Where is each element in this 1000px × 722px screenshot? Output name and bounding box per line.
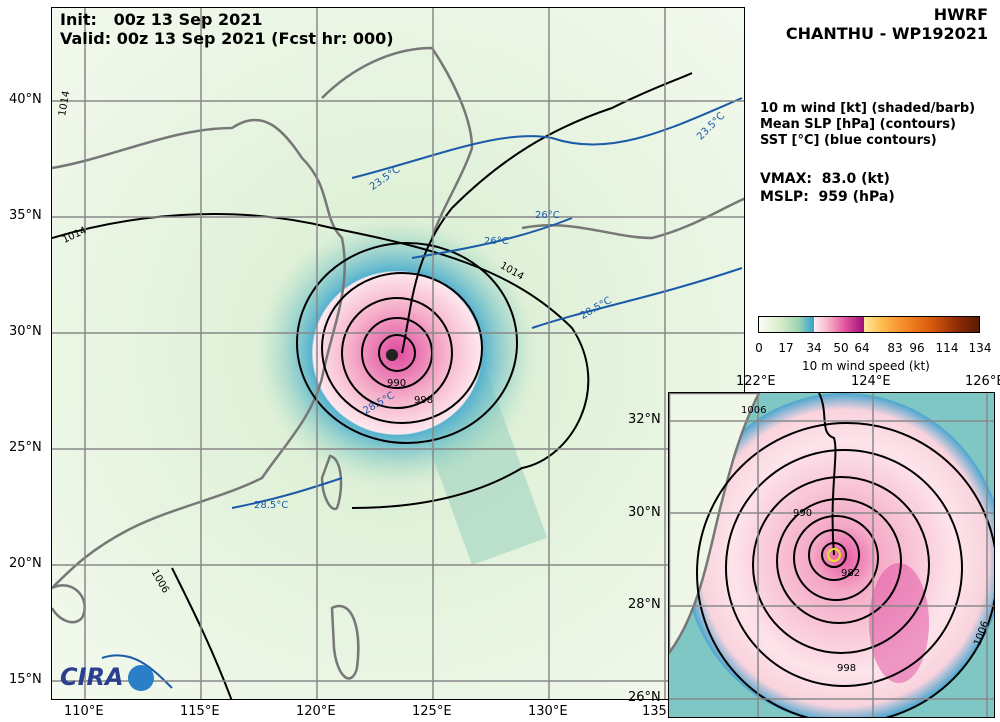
- inset-lat-tick: 32°N: [628, 412, 661, 427]
- storm-eye: [827, 548, 841, 562]
- colorbar-tick: 0: [755, 341, 763, 355]
- model-title: HWRF: [933, 5, 988, 24]
- inset-contour-label: 982: [841, 568, 861, 579]
- lon-tick: 110°E: [64, 704, 104, 719]
- lat-tick: 25°N: [9, 440, 42, 455]
- slp-contours: [52, 72, 693, 699]
- colorbar-label: 10 m wind speed (kt): [802, 359, 930, 373]
- storm-stats: VMAX: 83.0 (kt) MSLP: 959 (hPa): [760, 170, 895, 206]
- sst-label: 28.5°C: [254, 500, 289, 511]
- inset-lat-tick: 30°N: [628, 505, 661, 520]
- cira-logo: CIRA: [60, 663, 154, 691]
- legend-slp: Mean SLP [hPa] (contours): [760, 117, 956, 132]
- init-time: Init: 00z 13 Sep 2021: [60, 10, 263, 29]
- valid-time: Valid: 00z 13 Sep 2021 (Fcst hr: 000): [60, 29, 394, 48]
- graticule: [52, 8, 744, 699]
- field-legend: 10 m wind [kt] (shaded/barb) Mean SLP [h…: [760, 101, 975, 149]
- storm-title: CHANTHU - WP192021: [785, 24, 988, 43]
- colorbar-tick: 134: [968, 341, 992, 355]
- lat-tick: 15°N: [9, 672, 42, 687]
- inset-lon-tick: 124°E: [851, 374, 891, 389]
- legend-wind: 10 m wind [kt] (shaded/barb): [760, 101, 976, 116]
- colorbar-tick: 34: [806, 341, 822, 355]
- inset-contour-label: 998: [837, 663, 857, 674]
- sst-contours: [101, 97, 743, 689]
- inset-graticule: [669, 393, 994, 717]
- inset-contour-label: 990: [793, 508, 813, 519]
- sst-label: 26°C: [484, 236, 509, 247]
- colorbar-tick: 83: [887, 341, 903, 355]
- lon-tick: 130°E: [528, 704, 568, 719]
- lon-tick: 115°E: [180, 704, 220, 719]
- colorbar-tick: 96: [909, 341, 925, 355]
- lat-tick: 30°N: [9, 324, 42, 339]
- colorbar-tick: 17: [778, 341, 794, 355]
- colorbar-tick: 64: [854, 341, 870, 355]
- lon-tick: 120°E: [296, 704, 336, 719]
- inset-contour-label: 1006: [741, 405, 767, 416]
- inset-lon-tick: 126°E: [965, 374, 1000, 389]
- inset-map-canvas: [669, 393, 994, 717]
- inset-lat-tick: 28°N: [628, 597, 661, 612]
- lon-tick: 125°E: [412, 704, 452, 719]
- mslp-value: MSLP: 959 (hPa): [760, 189, 895, 205]
- contour-label: 990: [387, 378, 407, 389]
- colorbar-tick: 114: [935, 341, 959, 355]
- inset-slp-contours: [696, 393, 994, 717]
- main-map: Init: 00z 13 Sep 2021 Valid: 00z 13 Sep …: [51, 7, 745, 700]
- coastlines: [52, 46, 744, 680]
- sst-label: 26°C: [535, 210, 560, 221]
- inset-lon-tick: 122°E: [736, 374, 776, 389]
- inset-map: 1006 990 982 998 1006: [668, 392, 995, 718]
- storm-center: [386, 349, 398, 361]
- inset-lat-tick: 26°N: [628, 690, 661, 705]
- main-map-canvas: [52, 8, 744, 699]
- lat-tick: 35°N: [9, 208, 42, 223]
- colorbar-tick: 50: [833, 341, 849, 355]
- lat-tick: 40°N: [9, 92, 42, 107]
- wind-speed-colorbar: [758, 316, 980, 333]
- contour-label: 998: [414, 395, 434, 406]
- inset-wind-max: [869, 563, 929, 683]
- lat-tick: 20°N: [9, 556, 42, 571]
- vmax-value: VMAX: 83.0 (kt): [760, 171, 890, 187]
- legend-sst: SST [°C] (blue contours): [760, 133, 937, 148]
